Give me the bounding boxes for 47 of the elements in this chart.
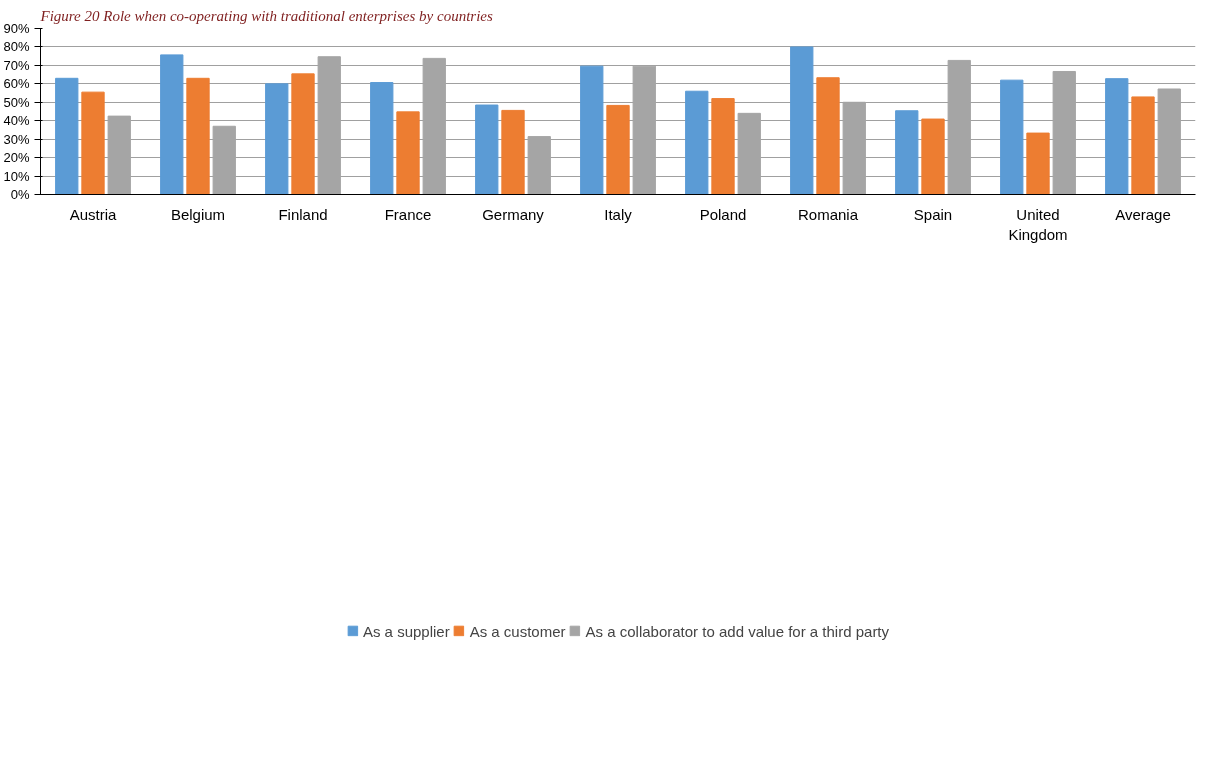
x-tick-label: United Kingdom	[1008, 205, 1068, 243]
chart-title: Figure 20 Role when co-operating with traditional enterprises by countries	[39, 7, 493, 24]
x-tick-label: France	[384, 205, 432, 223]
y-tick-label: 0%	[10, 187, 30, 202]
legend-label: As a supplier	[362, 622, 450, 640]
bar	[81, 91, 105, 195]
x-tick-label: Austria	[69, 205, 117, 223]
bar	[685, 90, 709, 195]
bar	[1105, 78, 1129, 195]
y-tick-label: 90%	[3, 21, 30, 36]
bar	[816, 77, 840, 195]
bar	[160, 54, 184, 195]
bar	[921, 118, 945, 195]
bar	[1131, 96, 1155, 195]
y-tick-label: 20%	[3, 150, 30, 166]
x-tick-label: Average	[1115, 205, 1171, 223]
y-tick-label: 30%	[3, 131, 30, 147]
y-tick-label: 60%	[3, 76, 30, 92]
y-tick-label: 50%	[3, 94, 30, 110]
y-tick-label: 40%	[3, 113, 30, 129]
bar	[475, 104, 499, 195]
bar	[1026, 132, 1050, 195]
y-tick-label: 10%	[3, 168, 30, 184]
bar	[396, 111, 420, 195]
bar	[895, 110, 919, 195]
bar	[55, 77, 79, 195]
x-tick-label: Germany	[482, 205, 545, 223]
x-tick-label: Poland	[699, 205, 747, 223]
bar	[790, 46, 814, 195]
y-tick-label: 70%	[3, 57, 30, 73]
bar	[370, 82, 394, 195]
legend-label: As a customer	[469, 622, 566, 640]
bar	[580, 65, 604, 195]
bar	[1000, 79, 1024, 195]
x-tick-label: Romania	[797, 205, 859, 223]
bar	[291, 73, 315, 195]
bar	[711, 98, 735, 195]
x-tick-label: Finland	[278, 205, 328, 223]
legend-label: As a collaborator to add value for a third party	[585, 622, 890, 640]
y-tick-label: 80%	[3, 39, 30, 55]
x-tick-label: Belgium	[170, 205, 226, 223]
x-tick-label: Italy	[604, 205, 633, 223]
bar	[265, 83, 289, 195]
x-tick-label: Spain	[913, 205, 953, 223]
bar	[606, 104, 630, 195]
bar	[501, 109, 525, 195]
bar	[186, 77, 210, 195]
